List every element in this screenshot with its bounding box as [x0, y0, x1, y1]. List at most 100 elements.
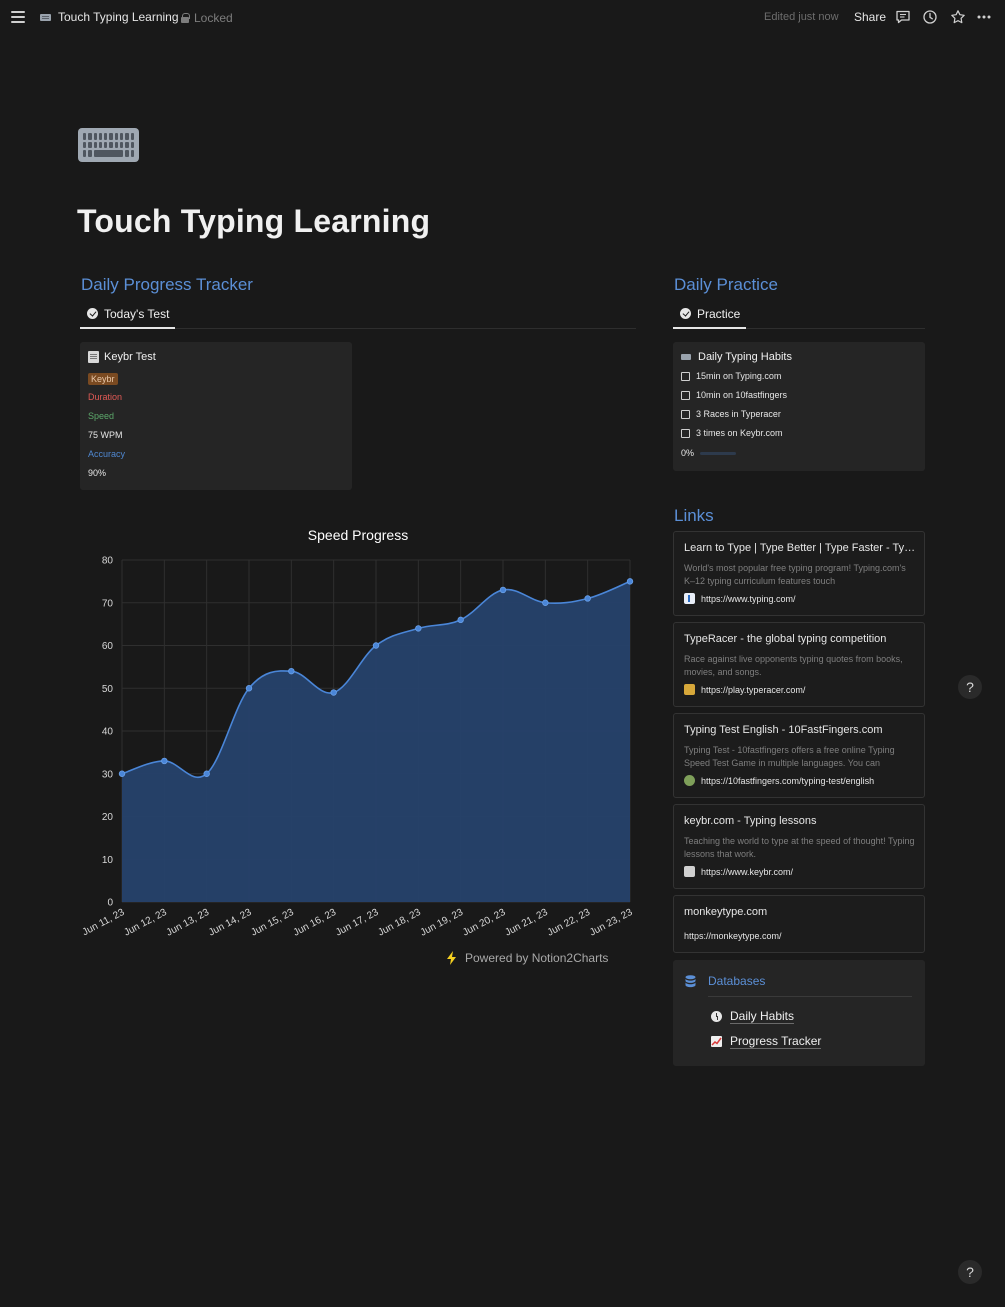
data-point: [457, 616, 464, 624]
card-title: Daily Typing Habits: [681, 351, 792, 363]
y-tick-label: 40: [102, 727, 114, 738]
tab-practice[interactable]: Practice: [673, 300, 747, 329]
tab-todays-test[interactable]: Today's Test: [80, 300, 176, 329]
chart-svg: Speed Progress 0 10 20 30 40 50 60 70 80 Jun 11, 2…: [81, 527, 635, 939]
databases-title: Databases: [708, 974, 766, 988]
habit-item: 3 Races in Typeracer: [681, 409, 781, 419]
link-title: Typing Test English - 10FastFingers.com: [684, 724, 883, 736]
card-title-text: Keybr Test: [104, 351, 156, 363]
accuracy-value: 90%: [88, 468, 107, 478]
link-url[interactable]: https://10fastfingers.com/typing-test/en…: [684, 775, 874, 786]
databases-card: Databases Daily Habits Progress Tracker: [673, 960, 925, 1066]
database-icon: [685, 975, 696, 988]
accuracy-label: Accuracy: [88, 449, 126, 459]
favorite-star-icon[interactable]: [950, 9, 966, 25]
link-url[interactable]: https://monkeytype.com/: [684, 931, 782, 941]
habit-item: 15min on Typing.com: [681, 371, 781, 381]
link-url[interactable]: https://play.typeracer.com/: [684, 684, 805, 695]
more-options-icon[interactable]: [976, 9, 992, 25]
link-card-keybr[interactable]: keybr.com - Typing lessons Teaching the …: [673, 804, 925, 889]
data-point: [584, 595, 591, 602]
link-card-typeracer[interactable]: TypeRacer - the global typing competitio…: [673, 622, 925, 707]
habit-checkbox[interactable]: [681, 371, 690, 381]
locked-label: Locked: [194, 11, 233, 25]
link-card-monkeytype[interactable]: monkeytype.com https://monkeytype.com/: [673, 895, 925, 953]
data-point: [415, 625, 422, 632]
data-point: [161, 757, 168, 765]
data-point: [542, 599, 549, 606]
link-title: TypeRacer - the global typing competitio…: [684, 633, 887, 645]
chart-increasing-icon: [711, 1036, 722, 1047]
keyboard-icon: [40, 13, 51, 21]
link-card-typing[interactable]: Learn to Type | Type Better | Type Faste…: [673, 531, 925, 616]
page-title: Touch Typing Learning: [77, 203, 431, 239]
habit-label: 10min on 10fastfingers: [696, 390, 788, 400]
typing-favicon: [684, 593, 695, 604]
tab-label: Today's Test: [104, 306, 170, 321]
practice-tabs: Practice: [673, 300, 925, 329]
database-link-label: Daily Habits: [730, 1009, 795, 1024]
database-link-label: Progress Tracker: [730, 1034, 822, 1049]
x-tick-label: Jun 16, 23: [292, 907, 339, 939]
progress-tabs: Today's Test: [80, 300, 636, 329]
typeracer-favicon: [684, 684, 695, 695]
data-point: [288, 667, 295, 675]
keybr-test-card[interactable]: Keybr Test Keybr Duration Speed 75 WPM A…: [80, 342, 352, 490]
database-link-progress-tracker[interactable]: Progress Tracker: [711, 1034, 822, 1049]
y-tick-label: 30: [102, 769, 114, 780]
locked-indicator[interactable]: Locked: [181, 11, 233, 25]
y-tick-label: 60: [102, 641, 114, 652]
lightning-icon: [447, 951, 456, 965]
card-title-text: Daily Typing Habits: [698, 351, 792, 363]
powered-by-text: Powered by Notion2Charts: [465, 951, 609, 965]
x-tick-label: Jun 14, 23: [207, 907, 254, 939]
link-card-10fastfingers[interactable]: Typing Test English - 10FastFingers.com …: [673, 713, 925, 798]
check-circle-icon: [87, 308, 98, 319]
habit-checkbox[interactable]: [681, 390, 690, 400]
daily-typing-habits-card[interactable]: Daily Typing Habits 15min on Typing.com …: [673, 342, 925, 471]
y-tick-label: 0: [107, 898, 113, 909]
edited-status: Edited just now: [764, 11, 839, 23]
history-clock-icon[interactable]: [922, 9, 938, 25]
help-button[interactable]: ?: [958, 1260, 982, 1284]
x-tick-label: Jun 23, 23: [588, 907, 635, 939]
link-url-text: https://www.keybr.com/: [701, 866, 794, 877]
data-point: [499, 586, 507, 594]
lock-icon: [181, 13, 190, 23]
divider: [708, 996, 912, 997]
link-description: Typing Test - 10fastfingers offers a fre…: [684, 745, 895, 768]
daily-practice-heading: Daily Practice: [674, 275, 778, 294]
keyboard-icon[interactable]: [78, 128, 139, 162]
habit-label: 15min on Typing.com: [696, 371, 782, 381]
top-bar: Touch Typing Learning Locked Edited just…: [0, 0, 1005, 36]
keybr-favicon: [684, 866, 695, 877]
help-button[interactable]: ?: [958, 675, 982, 699]
data-point: [118, 770, 126, 777]
database-link-daily-habits[interactable]: Daily Habits: [711, 1009, 795, 1024]
area-fill: [122, 581, 630, 902]
link-url[interactable]: https://www.typing.com/: [684, 593, 796, 604]
y-tick-label: 10: [102, 855, 114, 866]
menu-icon[interactable]: [11, 11, 25, 23]
x-tick-label: Jun 12, 23: [122, 907, 169, 939]
progress-label: 0%: [681, 448, 695, 458]
habit-item: 3 times on Keybr.com: [681, 428, 783, 438]
data-point: [245, 685, 253, 692]
share-button[interactable]: Share: [854, 10, 887, 24]
habit-checkbox[interactable]: [681, 409, 690, 419]
link-url[interactable]: https://www.keybr.com/: [684, 866, 793, 877]
progress-bar: [700, 451, 737, 455]
data-point: [330, 689, 337, 696]
link-title: Learn to Type | Type Better | Type Faste…: [684, 542, 916, 554]
y-tick-label: 20: [102, 812, 114, 823]
clock-icon: [711, 1011, 722, 1022]
x-tick-label: Jun 20, 23: [461, 907, 508, 939]
10fastfingers-favicon: [684, 775, 695, 786]
habit-checkbox[interactable]: [681, 428, 690, 438]
comment-icon[interactable]: [895, 9, 911, 25]
powered-by[interactable]: Powered by Notion2Charts: [446, 951, 608, 965]
links-heading: Links: [674, 506, 714, 525]
link-url-text: https://play.typeracer.com/: [701, 684, 806, 695]
breadcrumb[interactable]: Touch Typing Learning: [40, 10, 179, 24]
y-tick-label: 70: [102, 598, 114, 609]
